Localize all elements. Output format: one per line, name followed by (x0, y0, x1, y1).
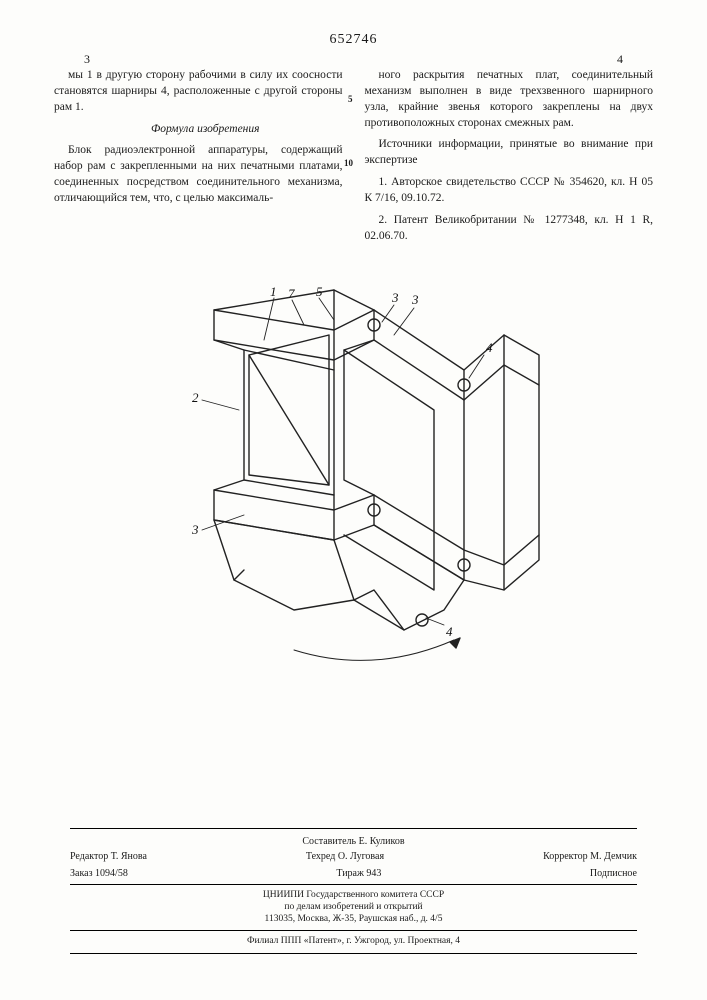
page-number-left: 3 (84, 52, 90, 67)
text-columns: мы 1 в другую сторону рабочими в силу их… (54, 68, 653, 251)
footer-spacer (70, 835, 73, 848)
tirage: Тираж 943 (336, 867, 381, 880)
right-column: ного раскрытия печатных плат, соедини­те… (365, 68, 654, 251)
left-p1: мы 1 в другую сторону рабочими в силу их… (54, 68, 343, 116)
compiler: Составитель Е. Куликов (302, 835, 404, 848)
corrector: Корректор М. Демчик (543, 850, 637, 863)
left-p2: Блок радиоэлектронной аппаратуры, со­дер… (54, 143, 343, 206)
right-p3: 1. Авторское свидетельство СССР № 354620… (365, 175, 654, 207)
right-p2: Источники информации, принятые во вни­ма… (365, 137, 654, 169)
left-column: мы 1 в другую сторону рабочими в силу их… (54, 68, 343, 251)
callout-3a: 3 (191, 522, 199, 537)
callout-4b: 4 (446, 624, 453, 639)
callout-2: 2 (192, 390, 199, 405)
institution-1: ЦНИИПИ Государственного комитета СССР (70, 889, 637, 901)
patent-number: 652746 (0, 32, 707, 48)
figure-svg: 7 1 5 2 3 3 3 4 4 (144, 280, 564, 680)
right-p1: ного раскрытия печатных плат, соедини­те… (365, 68, 654, 131)
techred: Техред О. Луговая (306, 850, 384, 863)
page-number-right: 4 (617, 52, 623, 67)
right-p4: 2. Патент Великобритании № 1277348, кл. … (365, 213, 654, 245)
patent-figure: 7 1 5 2 3 3 3 4 4 (0, 280, 707, 680)
formula-heading: Формула изобретения (54, 122, 343, 138)
callout-4a: 4 (486, 340, 493, 355)
callout-1: 1 (270, 284, 277, 299)
podpisnoe: Подписное (590, 867, 637, 880)
footer-spacer2 (634, 835, 637, 848)
callout-3b: 3 (391, 290, 399, 305)
order-number: Заказ 1094/58 (70, 867, 128, 880)
callout-5: 5 (316, 284, 323, 299)
editor: Редактор Т. Янова (70, 850, 147, 863)
address-2: Филиал ППП «Патент», г. Ужгород, ул. Про… (70, 935, 637, 947)
svg-text:7: 7 (288, 286, 295, 301)
imprint-footer: Составитель Е. Куликов Редактор Т. Янова… (70, 828, 637, 954)
institution-2: по делам изобретений и открытий (70, 901, 637, 913)
svg-text:3: 3 (411, 292, 419, 307)
address-1: 113035, Москва, Ж-35, Раушская наб., д. … (70, 913, 637, 925)
